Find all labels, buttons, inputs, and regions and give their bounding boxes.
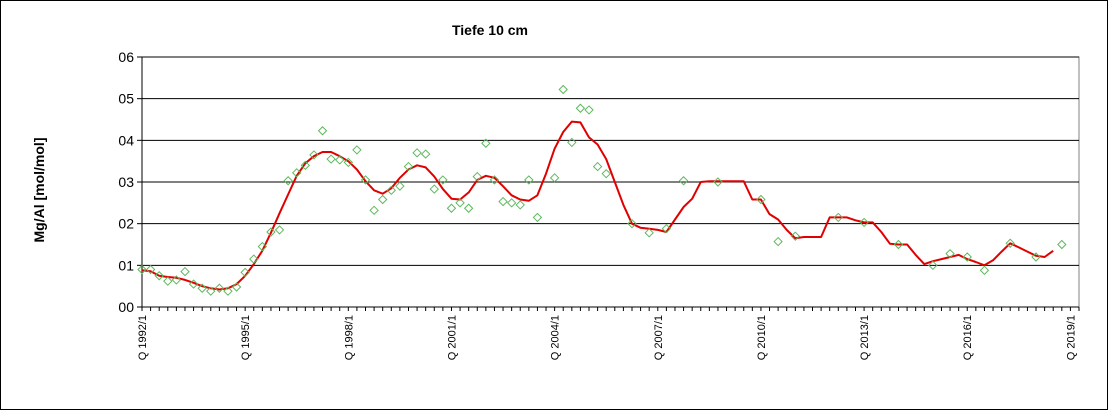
data-point	[472, 171, 482, 182]
x-tick-label: Q 1992/1	[137, 315, 149, 360]
x-tick-label: Q 2004/1	[550, 315, 562, 360]
data-point	[713, 177, 723, 187]
data-point	[369, 205, 379, 216]
data-point	[773, 236, 783, 247]
data-point	[506, 198, 517, 208]
data-point	[1031, 252, 1041, 262]
data-point	[335, 155, 345, 165]
data-point	[395, 181, 405, 191]
data-point	[171, 275, 182, 285]
data-point	[756, 194, 766, 205]
data-point	[309, 150, 319, 160]
data-point	[223, 286, 233, 296]
data-point	[300, 160, 311, 171]
data-point	[446, 203, 457, 213]
data-point	[489, 175, 500, 185]
data-point	[197, 283, 207, 293]
data-point	[206, 286, 216, 296]
data-point	[412, 148, 422, 158]
data-point	[360, 175, 371, 185]
x-tick-label: Q 1998/1	[343, 315, 355, 360]
y-tick-label: 05	[118, 91, 134, 107]
data-point	[601, 168, 611, 179]
data-point	[352, 145, 362, 155]
line-series	[141, 120, 1054, 291]
data-point	[180, 266, 190, 277]
y-tick-label: 00	[118, 299, 134, 315]
data-point	[558, 84, 568, 95]
data-point	[154, 271, 164, 281]
x-tick-label: Q 2007/1	[653, 315, 665, 360]
data-point	[498, 196, 508, 207]
data-point	[266, 227, 276, 237]
data-point	[644, 228, 654, 238]
data-point	[962, 252, 972, 262]
data-point	[137, 264, 147, 275]
y-tick-label: 04	[118, 132, 134, 148]
data-point	[274, 225, 285, 235]
data-point	[455, 198, 465, 208]
data-point	[833, 212, 844, 223]
data-point	[326, 154, 336, 164]
data-point	[524, 175, 534, 185]
x-tick-label: Q 2019/1	[1065, 315, 1077, 360]
x-tick-label: Q 2001/1	[446, 315, 458, 360]
data-point	[661, 223, 672, 234]
chart-title: Tiefe 10 cm	[452, 22, 528, 38]
data-point	[438, 175, 448, 185]
data-point	[145, 264, 156, 275]
data-point	[893, 239, 904, 250]
data-point	[463, 203, 474, 213]
y-axis-label: Mg/Al [mol/mol]	[31, 138, 47, 243]
data-point	[627, 218, 637, 229]
series-line	[141, 120, 1054, 291]
data-point	[1057, 239, 1067, 250]
data-point	[532, 212, 543, 223]
data-point	[163, 276, 173, 286]
data-point	[403, 161, 414, 172]
data-point	[188, 279, 199, 289]
data-point	[249, 254, 259, 264]
scatter-series	[137, 84, 1067, 296]
data-point	[979, 265, 990, 276]
data-point	[549, 173, 560, 183]
y-tick-label: 01	[118, 257, 134, 273]
data-point	[317, 126, 328, 136]
data-point	[429, 184, 439, 194]
data-point	[283, 176, 293, 186]
data-point	[292, 168, 302, 178]
x-tick-label: Q 2016/1	[962, 315, 974, 360]
data-point	[575, 103, 586, 113]
data-point	[343, 157, 354, 168]
y-ticks: 00 01 02 03 04 05 06	[118, 49, 143, 315]
x-tick-label: Q 2010/1	[756, 315, 768, 360]
data-point	[481, 138, 491, 148]
x-tick-label: Q 2013/1	[859, 315, 871, 360]
data-point	[240, 267, 250, 278]
data-point	[386, 185, 397, 196]
data-point	[1005, 238, 1015, 248]
data-point	[214, 283, 225, 293]
data-point	[592, 161, 603, 172]
data-point	[515, 200, 525, 210]
y-tick-label: 06	[118, 49, 134, 65]
y-tick-label: 03	[118, 174, 134, 190]
data-point	[420, 149, 431, 159]
x-tick-label: Q 1995/1	[240, 315, 252, 360]
gridlines	[142, 56, 1079, 308]
data-point	[859, 217, 869, 228]
data-point	[945, 248, 955, 259]
x-ticks: Q 1992/1 Q 1995/1 Q 1998/1 Q 2001/1 Q 2004/1…	[137, 306, 1080, 360]
data-point	[928, 260, 938, 271]
data-point	[790, 231, 801, 241]
data-point	[257, 241, 268, 252]
data-point	[231, 282, 242, 292]
y-tick-label: 02	[118, 216, 134, 232]
data-point	[678, 176, 689, 186]
data-point	[567, 137, 577, 148]
data-point	[584, 105, 594, 115]
data-point	[377, 194, 388, 205]
